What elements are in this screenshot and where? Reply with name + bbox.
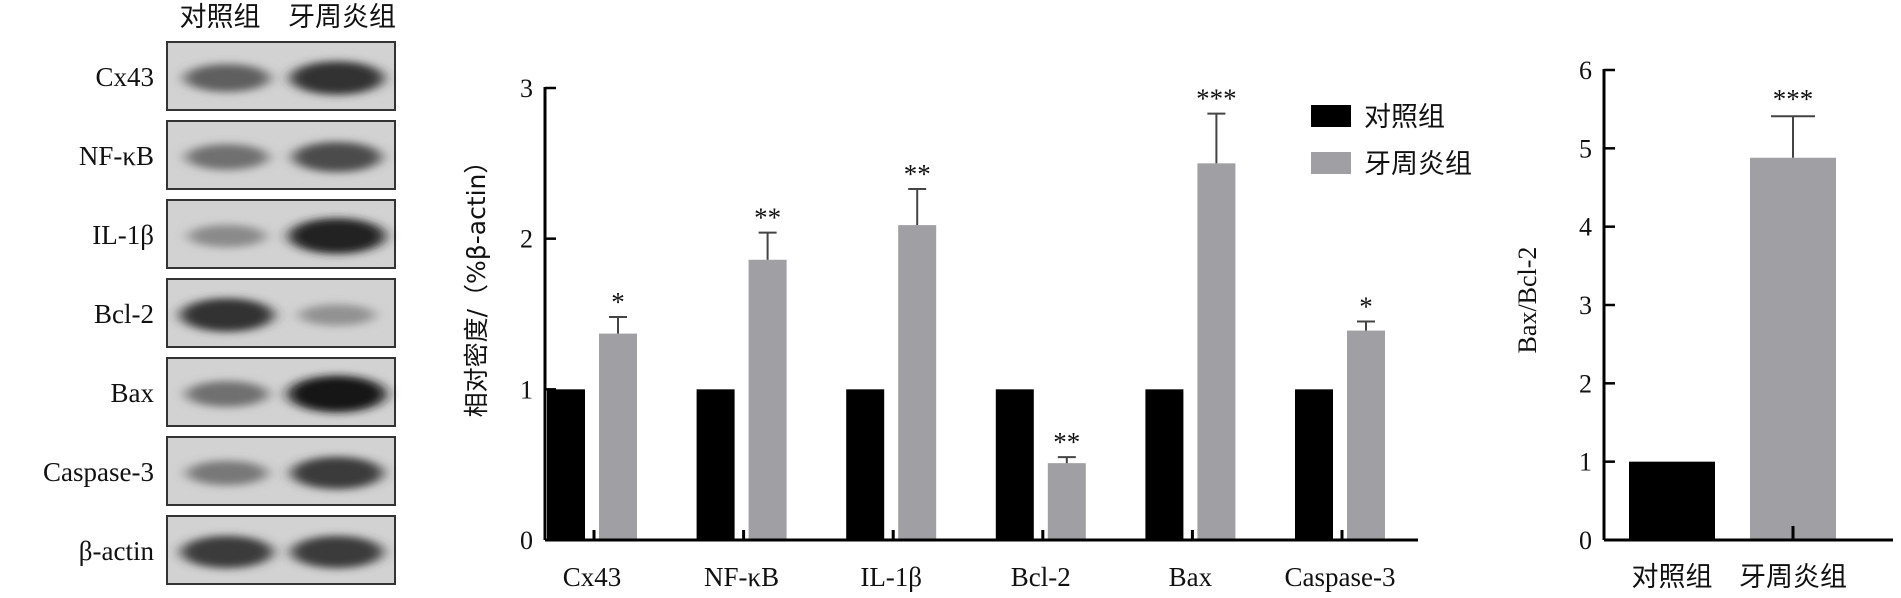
blot-band-actin-periodontitis	[291, 535, 383, 569]
legend-swatch-control	[1311, 105, 1351, 127]
bar-periodontitis-il-1	[898, 225, 937, 540]
significance-bcl-2: **	[1053, 427, 1080, 457]
x-tick-label-control: 对照组	[1632, 562, 1713, 593]
blot-band-nf-b-periodontitis	[292, 141, 382, 173]
blot-band-bax-control	[185, 381, 269, 407]
western-blot-panel: 对照组 牙周炎组 Cx43 NF-κB IL-1β Bcl-2 Bax Caspase-3…	[43, 2, 396, 585]
bar-periodontitis-caspase-3	[1347, 330, 1385, 540]
x-tick-label-bcl-2: Bcl-2	[1011, 562, 1071, 592]
chart1-y-tick-label-3: 3	[520, 74, 533, 103]
x-tick-label-bax: Bax	[1169, 562, 1213, 592]
bar-periodontitis-bax	[1197, 163, 1236, 541]
bar-control-il-1	[846, 389, 885, 540]
significance-periodontitis: ***	[1773, 84, 1814, 114]
bar-periodontitis	[1750, 157, 1836, 540]
blot-label-bax: Bax	[111, 378, 155, 408]
legend-label-periodontitis: 牙周炎组	[1364, 149, 1472, 180]
blot-band-bax-periodontitis	[287, 375, 387, 413]
blot-band-bcl-2-control	[180, 298, 274, 332]
bar-control-cx43	[547, 389, 585, 540]
chart2-y-tick-label-1: 1	[1579, 448, 1592, 477]
blot-label-bcl-2: Bcl-2	[94, 299, 154, 329]
legend-label-control: 对照组	[1364, 102, 1445, 133]
blot-header-periodontitis: 牙周炎组	[288, 2, 396, 33]
x-tick-label-il-1: IL-1β	[860, 562, 922, 592]
blot-band-bcl-2-periodontitis	[299, 304, 375, 326]
blot-band-caspase-3-periodontitis	[291, 456, 383, 490]
blot-band-il-1-control	[188, 224, 266, 248]
chart2-y-tick-label-5: 5	[1579, 134, 1592, 163]
blot-label-nf-b: NF-κB	[79, 141, 154, 171]
chart2-y-tick-label-4: 4	[1579, 213, 1592, 242]
blot-band-nf-b-control	[185, 144, 269, 170]
blot-label-caspase-3: Caspase-3	[43, 457, 154, 487]
significance-nf-b: **	[754, 203, 781, 233]
blot-band-actin-control	[181, 535, 273, 569]
legend-swatch-periodontitis	[1311, 152, 1351, 174]
chart1-y-tick-label-0: 0	[520, 526, 533, 555]
chart2-y-tick-label-3: 3	[1579, 291, 1592, 320]
bar-control-bax	[1145, 389, 1184, 540]
blot-header-control: 对照组	[180, 2, 261, 33]
chart1-y-axis-label: 相对密度/（%β-actin）	[462, 149, 491, 418]
blot-band-cx43-control	[184, 63, 270, 93]
bar-control-bcl-2	[995, 389, 1034, 540]
chart2-y-tick-label-0: 0	[1579, 526, 1592, 555]
blot-band-cx43-periodontitis	[290, 61, 384, 95]
x-tick-label-caspase-3: Caspase-3	[1285, 562, 1396, 592]
blot-label-cx43: Cx43	[95, 62, 154, 92]
chart2-y-tick-label-2: 2	[1579, 369, 1592, 398]
x-tick-label-nf-b: NF-κB	[704, 562, 779, 592]
bar-periodontitis-nf-b	[748, 259, 787, 540]
relative-density-chart: 相对密度/（%β-actin） 对照组 牙周炎组 *********** 012…	[462, 74, 1472, 592]
bar-control-nf-b	[696, 389, 735, 540]
significance-caspase-3: *	[1359, 292, 1373, 322]
blot-band-il-1-periodontitis	[288, 218, 386, 254]
significance-il-1: **	[904, 159, 931, 189]
chart1-y-tick-label-1: 1	[520, 375, 533, 404]
blot-label-il-1: IL-1β	[92, 220, 154, 250]
blot-label-actin: β-actin	[79, 536, 155, 566]
chart1-legend: 对照组 牙周炎组	[1311, 102, 1472, 180]
chart1-y-tick-label-2: 2	[520, 225, 533, 254]
bar-periodontitis-cx43	[599, 333, 637, 540]
significance-bax: ***	[1196, 84, 1237, 114]
bar-periodontitis-bcl-2	[1047, 463, 1086, 540]
bar-control-caspase-3	[1295, 389, 1333, 540]
significance-cx43: *	[611, 287, 625, 317]
chart2-y-axis-label: Bax/Bcl-2	[1513, 247, 1542, 354]
blot-band-caspase-3-control	[186, 460, 268, 486]
x-tick-label-cx43: Cx43	[563, 562, 622, 592]
x-tick-label-periodontitis: 牙周炎组	[1739, 562, 1847, 593]
bax-bcl2-ratio-chart: Bax/Bcl-2 *** 0 1 2 3 4 5 6 对照组 牙周炎组	[1513, 56, 1893, 593]
chart2-y-tick-label-6: 6	[1579, 56, 1592, 85]
